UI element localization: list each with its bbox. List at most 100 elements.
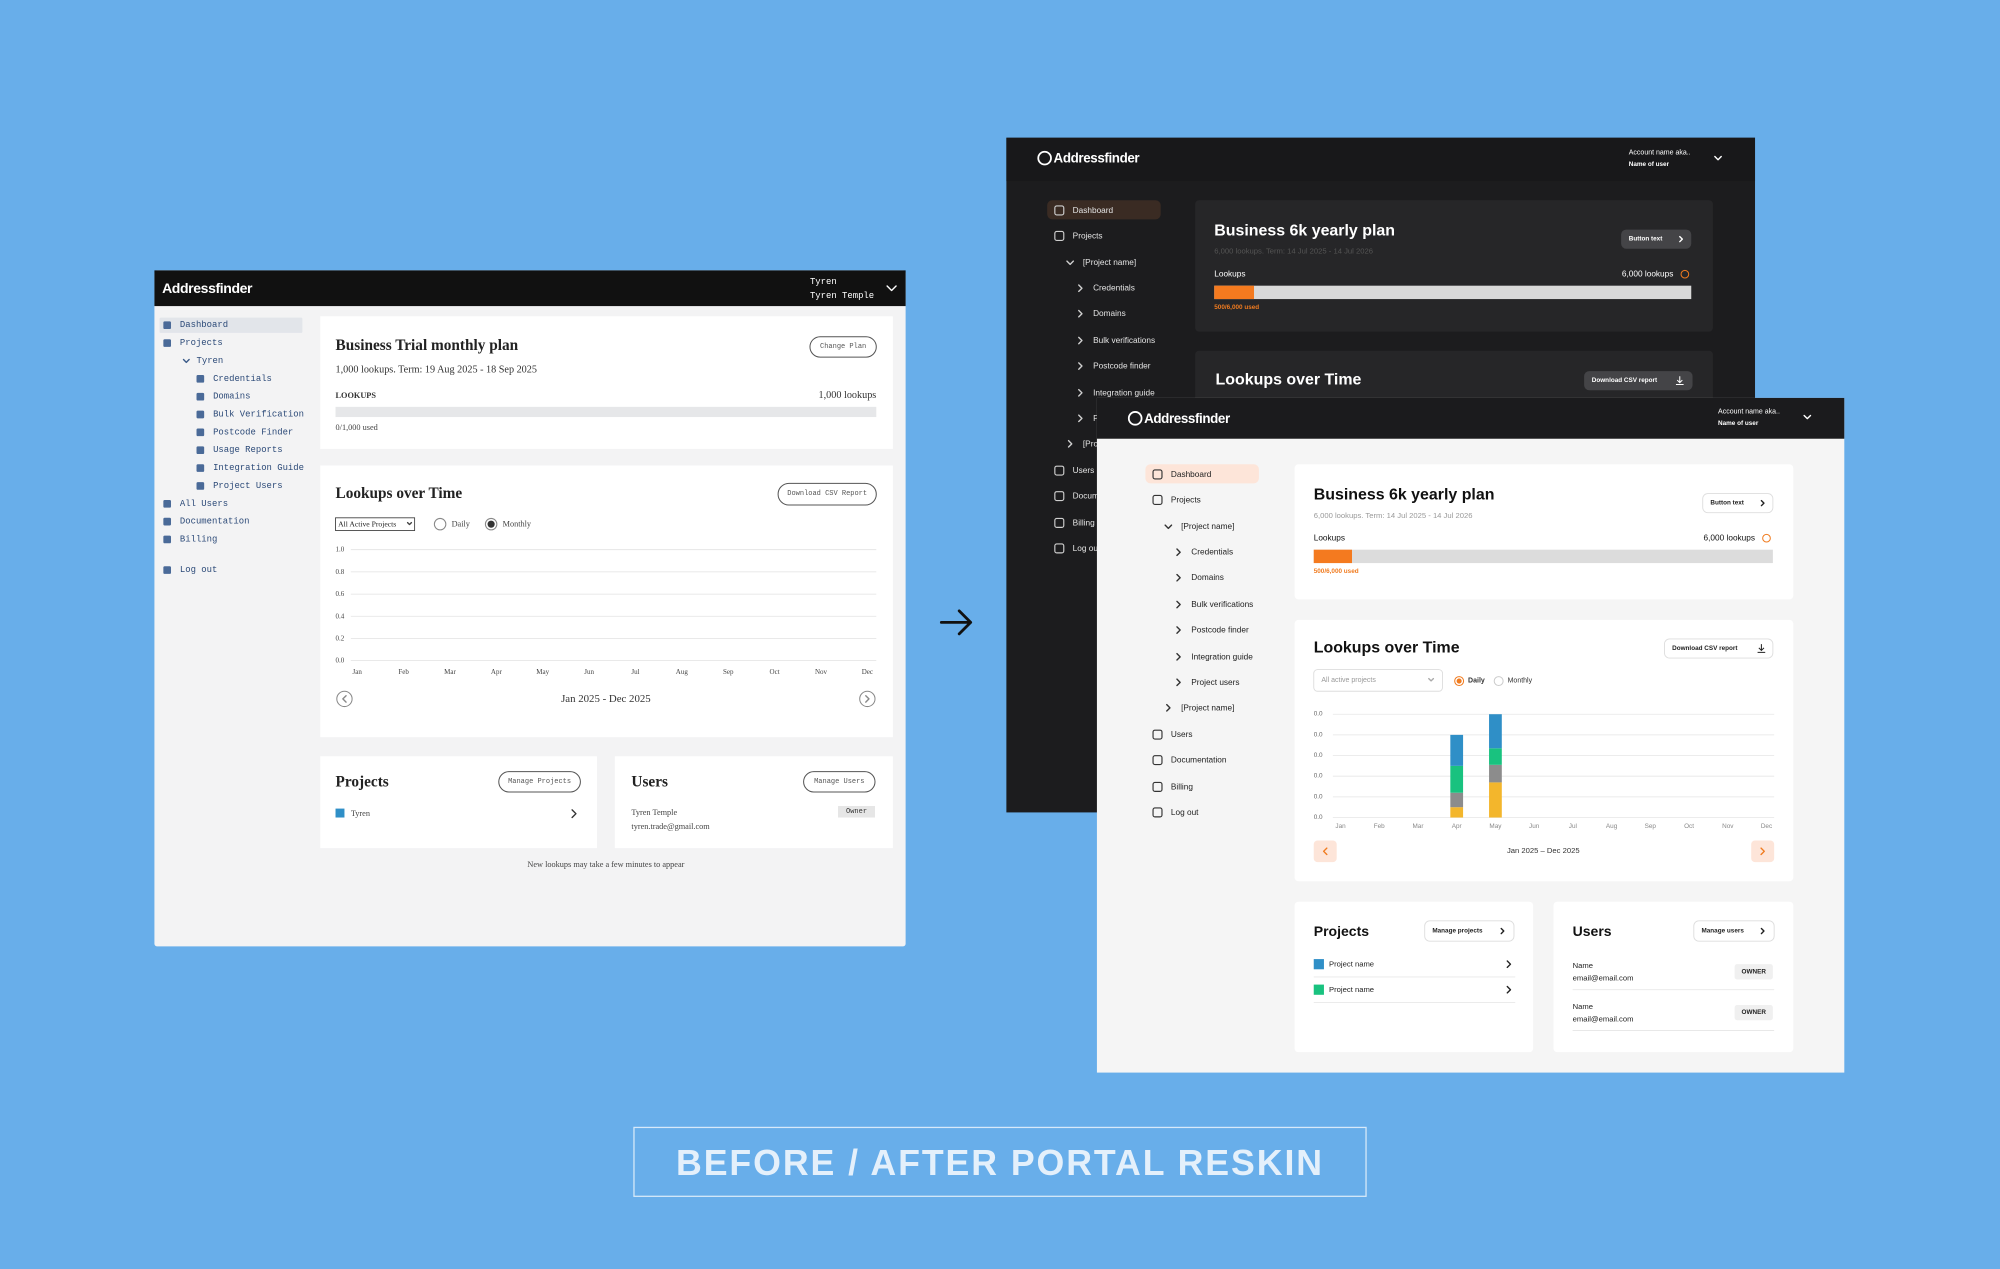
nav-item[interactable]: Postcode Finder <box>213 427 293 437</box>
nav-item[interactable]: Credentials <box>1093 284 1135 293</box>
nav-item[interactable]: Domains <box>1093 309 1126 318</box>
nav-item[interactable]: Integration guide <box>1093 388 1155 397</box>
nav-item[interactable]: Projects <box>1073 231 1103 240</box>
button[interactable] <box>498 771 581 793</box>
info-icon[interactable] <box>1762 533 1771 543</box>
radio[interactable] <box>433 517 447 531</box>
nav-item[interactable]: Domains <box>1191 573 1224 582</box>
nav-item[interactable]: Dashboard <box>1171 470 1212 479</box>
nav-item[interactable]: Billing <box>1073 518 1095 527</box>
nav-item[interactable]: Bulk Verification <box>213 409 304 419</box>
chevron[interactable] <box>1760 847 1765 856</box>
nav-item[interactable]: All Users <box>180 499 228 509</box>
nav-item[interactable]: Tyren <box>197 356 224 366</box>
nav-item[interactable]: Project Users <box>213 481 282 491</box>
chevron[interactable] <box>1078 336 1083 345</box>
nav-item[interactable]: Integration guide <box>1191 652 1253 661</box>
chevron[interactable] <box>1506 960 1512 969</box>
nav-item[interactable]: Log out <box>1073 544 1101 553</box>
nav-item[interactable]: Billing <box>1171 782 1193 791</box>
pager[interactable] <box>1313 840 1337 863</box>
button[interactable] <box>1693 920 1775 942</box>
project-name[interactable]: Project name <box>1329 985 1374 994</box>
chevron[interactable] <box>1078 309 1083 318</box>
button-label: Change Plan <box>820 343 866 351</box>
chevron[interactable] <box>886 285 897 292</box>
project-name[interactable]: Tyren <box>351 809 370 818</box>
y-tick-label: 1.0 <box>336 546 345 554</box>
nav-item[interactable]: Dashboard <box>1073 206 1114 215</box>
chevron[interactable] <box>1067 439 1073 448</box>
nav-item[interactable]: [Project name] <box>1181 522 1234 531</box>
nav-item[interactable]: Users <box>1171 730 1193 739</box>
chevron[interactable] <box>865 695 870 703</box>
nav-item[interactable]: Project users <box>1191 678 1239 687</box>
nav-item[interactable]: Usage Reports <box>213 445 282 455</box>
nav-item[interactable]: Log out <box>180 565 217 575</box>
nav-item[interactable]: Postcode finder <box>1093 362 1151 371</box>
nav-item[interactable]: Projects <box>1171 495 1201 504</box>
chevron[interactable] <box>1078 284 1083 293</box>
chevron[interactable] <box>571 809 577 819</box>
chevron[interactable] <box>342 695 347 703</box>
button[interactable] <box>1424 920 1515 942</box>
chevron[interactable] <box>1176 600 1181 609</box>
nav-item[interactable]: Dashboard <box>180 320 228 330</box>
account-user: Name of user <box>1718 420 1759 427</box>
chevron[interactable] <box>1066 260 1075 266</box>
nav-item[interactable]: Bulk verifications <box>1093 336 1155 345</box>
nav-item[interactable]: Documentation <box>1171 756 1227 765</box>
nav-item[interactable]: [Project name] <box>1083 258 1136 267</box>
nav-item[interactable]: Projects <box>180 338 223 348</box>
nav-item[interactable]: Log out <box>1171 808 1199 817</box>
chevron[interactable] <box>1078 414 1083 423</box>
chevron[interactable] <box>1166 703 1171 712</box>
button[interactable] <box>1584 371 1693 391</box>
chevron[interactable] <box>1164 524 1173 530</box>
button[interactable] <box>777 482 877 506</box>
chevron[interactable] <box>1500 927 1505 935</box>
chevron[interactable] <box>1176 678 1181 687</box>
chevron[interactable] <box>1078 388 1083 397</box>
chevron[interactable] <box>1506 985 1512 994</box>
button[interactable] <box>1664 638 1774 659</box>
pager[interactable] <box>336 690 353 708</box>
chevron[interactable] <box>1176 626 1181 634</box>
chevron[interactable] <box>1322 847 1328 856</box>
pager[interactable] <box>859 690 876 708</box>
chevron[interactable] <box>1078 362 1083 370</box>
x-tick-label: Nov <box>815 668 828 676</box>
button[interactable] <box>1621 229 1692 249</box>
chevron[interactable] <box>1803 414 1812 420</box>
nav-item[interactable]: Domains <box>213 392 250 402</box>
info-icon[interactable] <box>1680 269 1690 279</box>
radio-dot <box>487 520 495 528</box>
chevron[interactable] <box>1176 548 1181 557</box>
chevron[interactable] <box>1760 499 1765 507</box>
button[interactable] <box>809 336 877 358</box>
chevron[interactable] <box>1428 677 1435 682</box>
nav-item[interactable]: Integration Guide <box>213 463 304 473</box>
select[interactable] <box>335 517 416 532</box>
chevron[interactable] <box>1714 155 1722 161</box>
select[interactable] <box>1313 669 1444 692</box>
chevron[interactable] <box>406 521 413 526</box>
nav-item[interactable]: [Project name] <box>1181 703 1234 712</box>
pager[interactable] <box>1751 840 1775 863</box>
chevron[interactable] <box>1679 235 1684 243</box>
chevron[interactable] <box>1176 573 1181 582</box>
chevron[interactable] <box>1176 652 1181 661</box>
nav-item[interactable]: Credentials <box>1191 548 1233 557</box>
nav-item[interactable]: Credentials <box>213 374 272 384</box>
radio[interactable] <box>1493 676 1504 687</box>
nav-item[interactable]: Bulk verifications <box>1191 600 1253 609</box>
nav-item[interactable]: Postcode finder <box>1191 626 1249 635</box>
nav-item[interactable]: Documentation <box>180 517 249 527</box>
chevron[interactable] <box>1760 927 1765 935</box>
nav-item[interactable]: Billing <box>180 534 217 544</box>
nav-item[interactable]: Users <box>1073 466 1095 475</box>
project-name[interactable]: Project name <box>1329 960 1374 969</box>
button[interactable] <box>1702 493 1774 514</box>
button[interactable] <box>803 771 876 793</box>
chevron[interactable] <box>182 358 190 364</box>
